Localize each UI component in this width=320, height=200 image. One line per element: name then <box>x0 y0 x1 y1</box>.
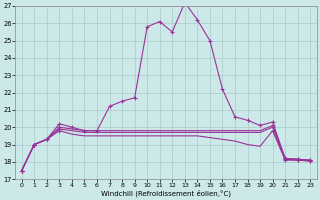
X-axis label: Windchill (Refroidissement éolien,°C): Windchill (Refroidissement éolien,°C) <box>101 189 231 197</box>
